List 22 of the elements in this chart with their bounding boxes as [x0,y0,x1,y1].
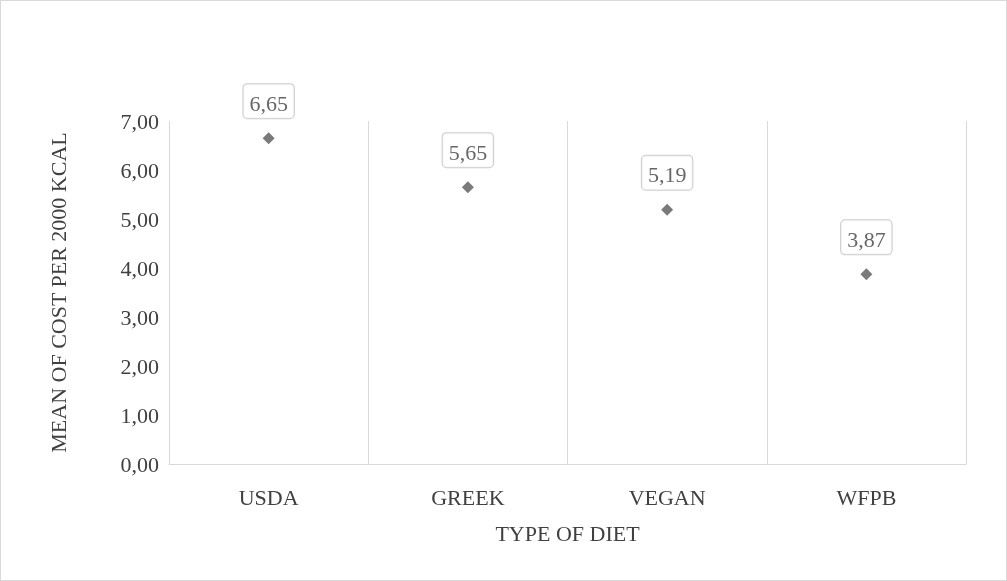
x-tick-label: GREEK [431,484,505,510]
data-label: 3,87 [847,226,886,252]
y-tick-label: 4,00 [120,255,159,281]
x-tick-label: USDA [238,484,299,510]
y-tick-label: 3,00 [120,304,159,330]
y-tick-label: 5,00 [120,206,159,232]
y-tick-label: 6,00 [120,157,159,183]
data-label: 6,65 [249,90,288,116]
point [860,268,873,281]
y-tick-label: 7,00 [120,108,159,134]
data-label: 5,65 [448,139,488,165]
x-tick-label: WFPB [836,484,897,510]
point [461,181,474,194]
point [661,203,674,216]
x-axis-title: TYPE OF DIET [495,520,641,546]
y-tick-label: 1,00 [120,402,159,428]
y-tick-label: 0,00 [120,451,159,477]
y-axis-title: MEAN OF COST PER 2000 KCAL [45,132,71,453]
y-tick-label: 2,00 [120,353,159,379]
data-label: 5,19 [647,162,687,188]
x-tick-label: VEGAN [628,484,706,510]
point [262,132,275,145]
